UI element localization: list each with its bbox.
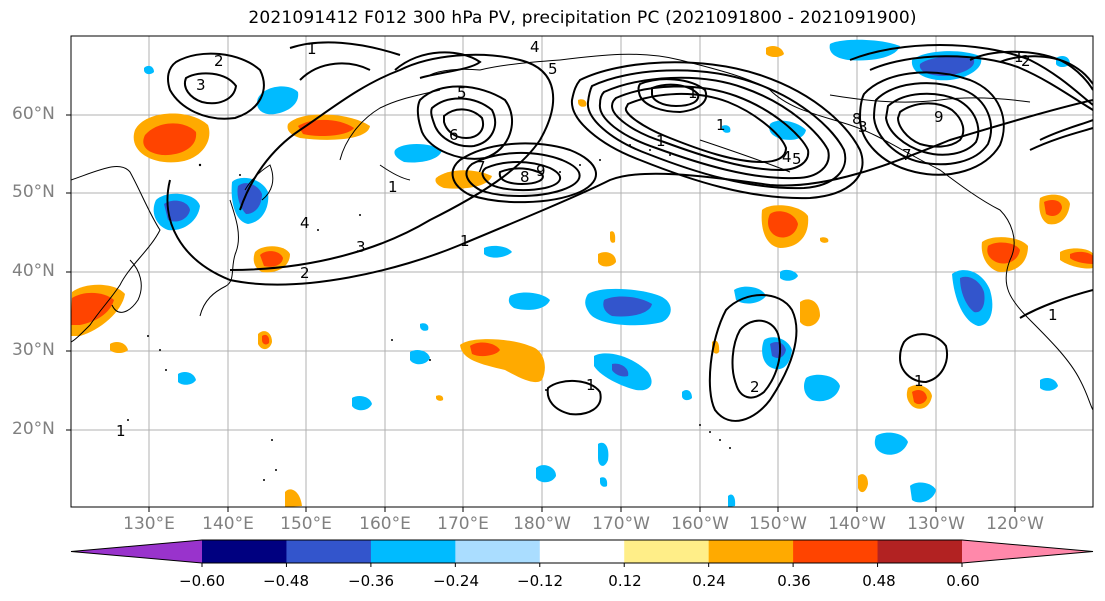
svg-text:5: 5	[792, 150, 802, 168]
colorbar-label-neg036: −0.36	[348, 572, 394, 590]
svg-text:3: 3	[196, 76, 206, 94]
svg-text:1: 1	[1014, 48, 1024, 66]
svg-text:1: 1	[116, 422, 126, 440]
svg-text:6: 6	[449, 126, 459, 144]
svg-text:1: 1	[656, 132, 666, 150]
svg-text:7: 7	[902, 146, 912, 164]
svg-text:3: 3	[356, 238, 366, 256]
svg-text:3: 3	[858, 118, 868, 136]
lon-label-160e: 160°E	[359, 514, 411, 534]
svg-text:1: 1	[460, 232, 470, 250]
lon-label-150w: 150°W	[749, 514, 807, 534]
lat-label-30n: 30°N	[12, 340, 55, 360]
svg-text:2: 2	[750, 378, 760, 396]
pv-contour-labels: 1 2 3 4 5 6 7 8 9 1 2 3 1 1 2 1 4 5 1 7 …	[116, 38, 1058, 440]
lon-label-170e: 170°E	[437, 514, 489, 534]
lon-label-130e: 130°E	[123, 514, 175, 534]
svg-text:4: 4	[782, 148, 792, 166]
svg-text:5: 5	[457, 84, 467, 102]
colorbar-label-012: 0.12	[608, 572, 642, 590]
colorbar-label-neg012: −0.12	[517, 572, 563, 590]
colorbar-label-neg060: −0.60	[179, 572, 225, 590]
svg-text:9: 9	[536, 162, 546, 180]
svg-text:4: 4	[300, 214, 310, 232]
coastlines	[71, 53, 1093, 411]
lat-label-40n: 40°N	[12, 261, 55, 281]
lon-label-150e: 150°E	[280, 514, 332, 534]
pv-contours	[166, 41, 1093, 422]
colorbar-label-neg024: −0.24	[433, 572, 479, 590]
lon-label-160w: 160°W	[671, 514, 729, 534]
lon-label-120w: 120°W	[986, 514, 1044, 534]
svg-text:2: 2	[214, 52, 224, 70]
svg-text:1: 1	[586, 376, 596, 394]
svg-text:4: 4	[530, 38, 540, 56]
svg-text:1: 1	[1048, 306, 1058, 324]
svg-text:2: 2	[1021, 52, 1031, 70]
precipitation-pc-shading	[71, 39, 1093, 507]
svg-text:5: 5	[548, 60, 558, 78]
colorbar-label-neg048: −0.48	[263, 572, 309, 590]
svg-text:1: 1	[688, 84, 698, 102]
colorbar-label-036: 0.36	[777, 572, 811, 590]
lon-ticks	[148, 507, 1016, 512]
lat-ticks	[66, 114, 71, 431]
lon-label-140e: 140°E	[202, 514, 254, 534]
lat-label-60n: 60°N	[12, 104, 55, 124]
svg-text:8: 8	[520, 168, 530, 186]
lat-label-20n: 20°N	[12, 419, 55, 439]
colorbar-label-024: 0.24	[692, 572, 726, 590]
map-title: 2021091412 F012 300 hPa PV, precipitatio…	[248, 8, 917, 28]
svg-text:1: 1	[914, 372, 924, 390]
lon-label-170w: 170°W	[592, 514, 650, 534]
svg-text:1: 1	[388, 178, 398, 196]
lon-label-180w: 180°W	[513, 514, 571, 534]
colorbar-label-048: 0.48	[862, 572, 896, 590]
svg-text:1: 1	[307, 40, 317, 58]
lat-label-50n: 50°N	[12, 182, 55, 202]
colorbar-label-060: 0.60	[946, 572, 980, 590]
svg-text:1: 1	[716, 116, 726, 134]
svg-text:8: 8	[852, 110, 862, 128]
svg-text:2: 2	[300, 264, 310, 282]
svg-text:9: 9	[934, 108, 944, 126]
lon-label-140w: 140°W	[828, 514, 886, 534]
lon-label-130w: 130°W	[907, 514, 965, 534]
svg-text:7: 7	[476, 158, 486, 176]
